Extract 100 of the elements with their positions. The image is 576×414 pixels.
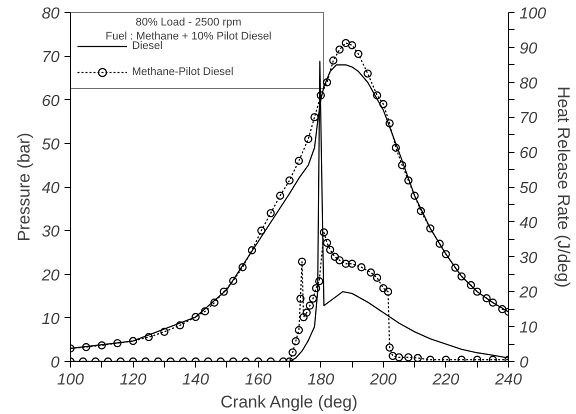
point	[466, 281, 476, 290]
point	[294, 326, 303, 334]
point	[308, 294, 318, 303]
point	[276, 192, 284, 200]
x-tick-label: 120	[120, 372, 147, 388]
point	[210, 298, 219, 307]
point	[312, 284, 320, 292]
y2-axis-title: Heat Release Rate (J/deg)	[554, 86, 574, 288]
x-tick-label: 140	[182, 372, 210, 388]
x-tick-label: 220	[432, 372, 460, 388]
point	[298, 258, 306, 266]
point	[316, 91, 325, 100]
point	[426, 224, 434, 233]
point	[457, 272, 466, 281]
point	[416, 206, 425, 216]
point	[366, 268, 375, 277]
point	[404, 176, 412, 185]
point	[473, 288, 482, 296]
point	[342, 260, 350, 268]
point	[296, 294, 305, 303]
point	[348, 260, 356, 268]
x-tick-label: 200	[369, 372, 397, 388]
point	[322, 238, 332, 247]
point	[229, 276, 238, 285]
point	[379, 100, 388, 108]
y2-tick-label: 60	[520, 145, 538, 162]
y-tick-label: 0	[50, 354, 60, 372]
point	[299, 313, 308, 322]
point	[326, 246, 334, 254]
point	[302, 308, 311, 317]
point	[384, 288, 392, 296]
point	[306, 302, 314, 310]
point	[248, 246, 256, 254]
annotation: Fuel : Methane + 10% Pilot Diesel	[106, 30, 272, 42]
y-axis-title: Pressure (bar)	[14, 132, 34, 242]
y2-tick-label: 80	[520, 75, 538, 92]
legend-label: Diesel	[132, 40, 164, 52]
point	[322, 78, 332, 86]
point	[330, 252, 339, 261]
y-tick-label: 30	[42, 224, 60, 241]
y2-tick-label: 20	[518, 284, 538, 302]
point	[386, 119, 394, 128]
point	[294, 156, 303, 165]
point	[451, 264, 460, 272]
point	[144, 332, 153, 342]
point	[220, 288, 228, 296]
y-tick-label: 60	[42, 92, 60, 110]
point	[285, 176, 294, 185]
point	[392, 144, 400, 152]
point	[304, 134, 312, 144]
point	[329, 56, 338, 65]
annotation: 80% Load - 2500 rpm	[136, 16, 242, 28]
y-tick-label: 40	[42, 180, 60, 197]
point	[266, 209, 275, 218]
y-tick-label: 10	[42, 310, 60, 328]
y2-tick-label: 0	[520, 354, 528, 372]
x-tick-label: 240	[494, 372, 522, 388]
point	[354, 50, 362, 58]
point	[488, 356, 497, 362]
point	[426, 356, 434, 362]
point	[315, 277, 324, 286]
point	[373, 274, 382, 282]
point	[436, 240, 444, 248]
point	[398, 161, 406, 170]
x-tick-label: 180	[307, 372, 334, 388]
point	[498, 305, 506, 314]
point	[442, 250, 450, 258]
point	[473, 356, 482, 362]
point	[482, 294, 491, 302]
point	[176, 321, 184, 330]
point	[320, 228, 328, 236]
point	[113, 339, 122, 348]
y2-tick-label: 10	[520, 320, 538, 337]
point	[335, 256, 344, 264]
point	[386, 343, 394, 352]
point	[364, 69, 372, 78]
point	[98, 341, 106, 350]
point	[128, 336, 138, 346]
point	[373, 91, 382, 100]
y2-tick-label: 100	[520, 6, 546, 22]
point	[257, 226, 266, 235]
y2-tick-label: 30	[520, 250, 538, 267]
point	[238, 263, 247, 272]
legend-label: Methane-Pilot Diesel	[132, 66, 234, 78]
point	[414, 354, 422, 362]
point	[357, 263, 366, 272]
y2-tick-label: 90	[520, 40, 538, 58]
point	[82, 343, 90, 352]
point	[192, 312, 200, 322]
y-tick-label: 20	[40, 267, 60, 284]
y-tick-label: 50	[42, 136, 60, 154]
point	[200, 307, 210, 316]
x-tick-label: 160	[244, 372, 272, 388]
y-tick-label: 70	[42, 49, 60, 66]
point	[335, 45, 344, 54]
point	[410, 192, 419, 200]
point	[310, 113, 319, 122]
point	[160, 328, 168, 336]
point	[342, 38, 350, 48]
y2-tick-label: 50	[520, 180, 538, 197]
